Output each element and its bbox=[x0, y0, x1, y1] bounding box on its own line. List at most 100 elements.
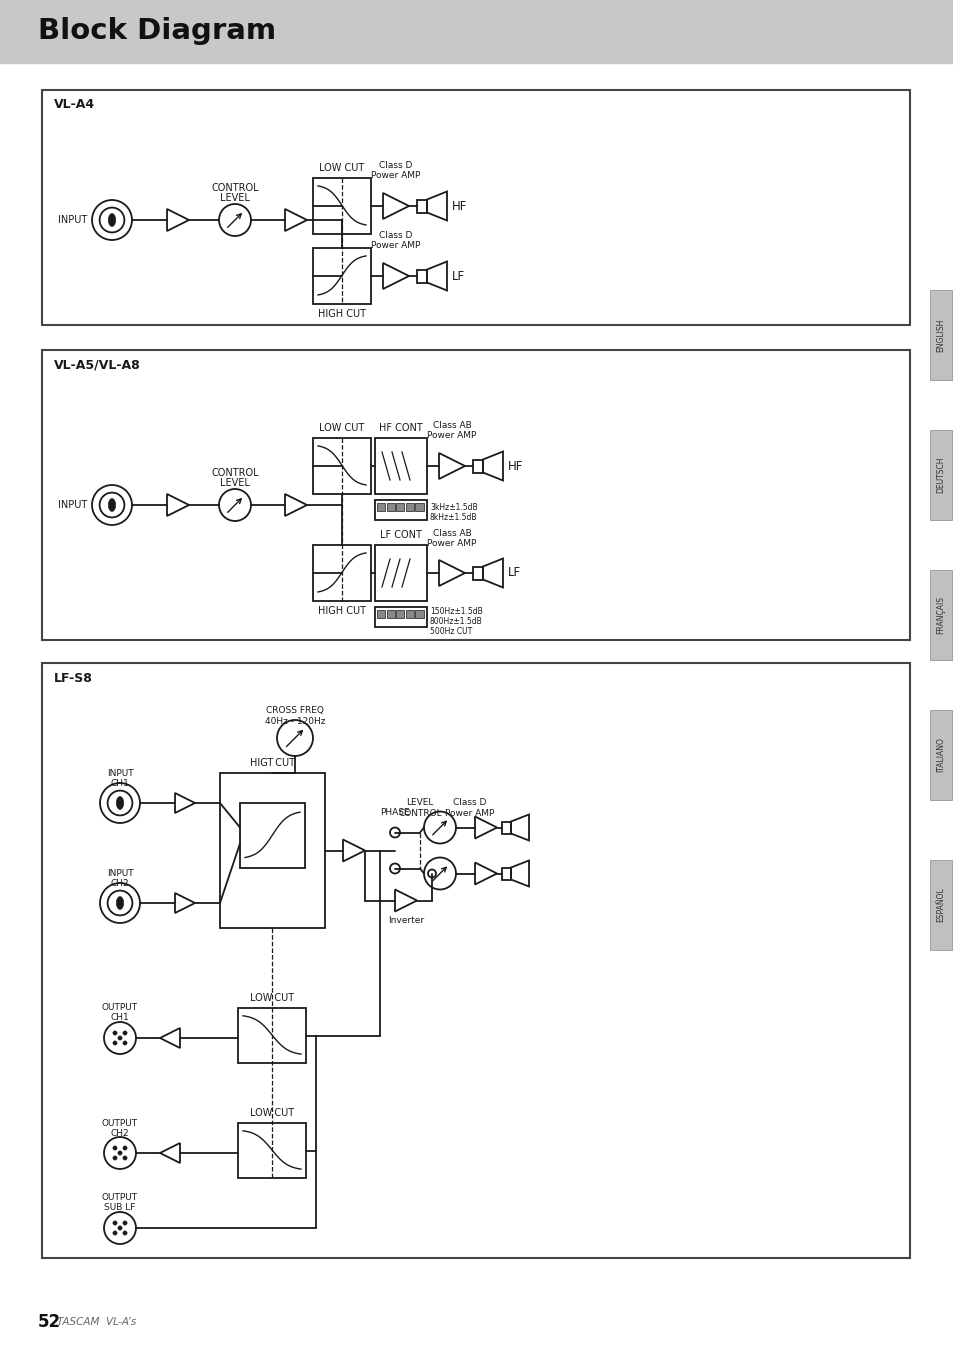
Text: ITALIANO: ITALIANO bbox=[936, 738, 944, 773]
Bar bbox=[473, 460, 482, 472]
Bar bbox=[313, 178, 371, 233]
Text: OUTPUT: OUTPUT bbox=[102, 1194, 138, 1202]
Circle shape bbox=[117, 1226, 122, 1230]
Circle shape bbox=[123, 1031, 127, 1035]
Bar bbox=[405, 503, 414, 511]
Circle shape bbox=[117, 1036, 122, 1040]
Text: HIGH CUT: HIGH CUT bbox=[317, 606, 366, 616]
Text: INPUT: INPUT bbox=[107, 869, 133, 877]
Text: Power AMP: Power AMP bbox=[371, 171, 420, 181]
Circle shape bbox=[123, 1041, 127, 1045]
Circle shape bbox=[123, 1221, 127, 1225]
Text: HF: HF bbox=[452, 200, 467, 213]
Circle shape bbox=[112, 1156, 117, 1160]
Text: CH1: CH1 bbox=[111, 1013, 130, 1023]
Text: CH1: CH1 bbox=[111, 778, 130, 788]
Text: 52: 52 bbox=[38, 1313, 61, 1331]
Text: 800Hz±1.5dB: 800Hz±1.5dB bbox=[430, 618, 482, 626]
Bar bbox=[313, 248, 371, 304]
Text: OUTPUT: OUTPUT bbox=[102, 1118, 138, 1128]
Text: HF CONT: HF CONT bbox=[378, 424, 422, 433]
Text: LOW CUT: LOW CUT bbox=[319, 424, 364, 433]
Text: HF: HF bbox=[507, 460, 523, 472]
Bar bbox=[375, 607, 427, 627]
Bar bbox=[42, 349, 909, 639]
Text: LEVEL: LEVEL bbox=[220, 478, 250, 488]
Polygon shape bbox=[109, 499, 115, 511]
Text: ENGLISH: ENGLISH bbox=[936, 318, 944, 352]
Text: DEUTSCH: DEUTSCH bbox=[936, 457, 944, 494]
Text: Power AMP: Power AMP bbox=[371, 241, 420, 251]
Text: 150Hz±1.5dB: 150Hz±1.5dB bbox=[430, 607, 482, 616]
Circle shape bbox=[112, 1041, 117, 1045]
Bar bbox=[237, 1008, 306, 1063]
Text: INPUT: INPUT bbox=[107, 769, 133, 777]
Text: LOW CUT: LOW CUT bbox=[319, 163, 364, 173]
Bar bbox=[416, 200, 427, 213]
Bar bbox=[929, 290, 951, 380]
Text: Block Diagram: Block Diagram bbox=[38, 18, 275, 45]
Bar bbox=[395, 503, 404, 511]
Bar bbox=[386, 610, 395, 618]
Text: Power AMP: Power AMP bbox=[445, 809, 495, 817]
Text: VL-A5/VL-A8: VL-A5/VL-A8 bbox=[54, 359, 141, 371]
Text: LEVEL: LEVEL bbox=[220, 193, 250, 202]
Text: LF-S8: LF-S8 bbox=[54, 672, 92, 684]
Bar bbox=[375, 500, 427, 519]
Text: SUB LF: SUB LF bbox=[104, 1203, 135, 1213]
Bar bbox=[386, 503, 395, 511]
Bar bbox=[473, 567, 482, 580]
Text: 500Hz CUT: 500Hz CUT bbox=[430, 627, 472, 637]
Circle shape bbox=[117, 1151, 122, 1155]
Bar bbox=[313, 438, 371, 494]
Text: Class D: Class D bbox=[379, 162, 413, 170]
Text: Power AMP: Power AMP bbox=[427, 432, 476, 441]
Text: 8kHz±1.5dB: 8kHz±1.5dB bbox=[430, 513, 477, 522]
Text: INPUT: INPUT bbox=[58, 214, 87, 225]
Bar bbox=[313, 545, 371, 602]
Text: PHASE: PHASE bbox=[380, 808, 410, 817]
Text: INPUT: INPUT bbox=[58, 500, 87, 510]
Bar bbox=[405, 610, 414, 618]
Text: LEVEL: LEVEL bbox=[406, 799, 434, 807]
Polygon shape bbox=[116, 797, 124, 809]
Text: HIGH CUT: HIGH CUT bbox=[317, 309, 366, 318]
Circle shape bbox=[123, 1156, 127, 1160]
Text: CH2: CH2 bbox=[111, 1129, 130, 1137]
Text: LOW CUT: LOW CUT bbox=[250, 993, 294, 1004]
Bar bbox=[395, 610, 404, 618]
Bar bbox=[376, 503, 385, 511]
Bar bbox=[375, 545, 427, 602]
Circle shape bbox=[123, 1230, 127, 1236]
Bar bbox=[501, 867, 511, 880]
Text: Power AMP: Power AMP bbox=[427, 538, 476, 548]
Text: VL-A4: VL-A4 bbox=[54, 98, 95, 112]
Bar bbox=[929, 430, 951, 519]
Text: Class D: Class D bbox=[379, 232, 413, 240]
Bar bbox=[375, 438, 427, 494]
Text: Inverter: Inverter bbox=[388, 916, 424, 925]
Text: Class AB: Class AB bbox=[432, 421, 471, 430]
Bar bbox=[415, 503, 423, 511]
Polygon shape bbox=[116, 897, 124, 909]
Text: CONTROL: CONTROL bbox=[397, 809, 441, 817]
Bar bbox=[416, 270, 427, 282]
Bar bbox=[237, 1122, 306, 1178]
Circle shape bbox=[112, 1145, 117, 1151]
Text: HIGT CUT: HIGT CUT bbox=[250, 758, 294, 768]
Text: LOW CUT: LOW CUT bbox=[250, 1108, 294, 1118]
Bar bbox=[376, 610, 385, 618]
Text: 40Hz - 120Hz: 40Hz - 120Hz bbox=[265, 716, 325, 726]
Text: Class AB: Class AB bbox=[432, 529, 471, 537]
Text: 3kHz±1.5dB: 3kHz±1.5dB bbox=[430, 502, 477, 511]
Bar bbox=[501, 822, 511, 834]
Text: LF CONT: LF CONT bbox=[379, 530, 421, 540]
Bar bbox=[415, 610, 423, 618]
Text: LF: LF bbox=[452, 270, 465, 282]
Bar bbox=[42, 90, 909, 325]
Polygon shape bbox=[109, 213, 115, 227]
Text: TASCAM  VL-A’s: TASCAM VL-A’s bbox=[57, 1317, 136, 1327]
Circle shape bbox=[123, 1145, 127, 1151]
Text: CROSS FREQ: CROSS FREQ bbox=[266, 707, 324, 715]
Text: ESPAÑOL: ESPAÑOL bbox=[936, 888, 944, 923]
